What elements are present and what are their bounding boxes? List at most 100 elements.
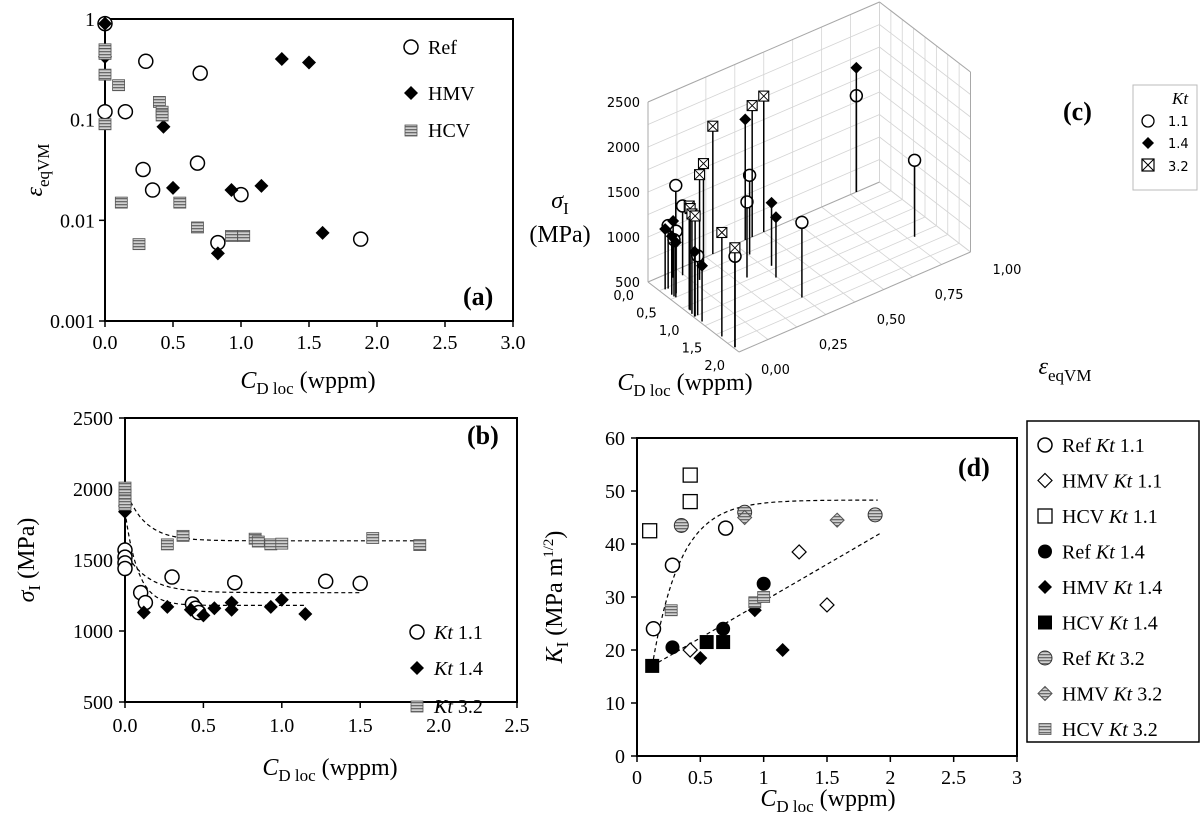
legend-label: Ref Kt 1.1: [1062, 435, 1145, 457]
x-axis-title: CD loc (wppm): [760, 786, 895, 814]
data-point: [315, 225, 330, 240]
marker-cross: [758, 90, 770, 102]
legend-label-part: 1.4: [1132, 577, 1162, 599]
grid-line: [879, 114, 971, 185]
data-point: [112, 79, 125, 92]
y-tick-label: 1,00: [993, 263, 1022, 278]
x-tick-label: 2.5: [941, 767, 966, 789]
data-point: [114, 196, 128, 209]
panel-c-chart: 500 1000 1500 2000 2500 0,00,51,01,52,0 0,00 0,…: [529, 1, 1198, 400]
y-tick-label: 10: [605, 693, 625, 715]
x-tick-label: 2,0: [704, 359, 725, 374]
z-tick-label: 2500: [607, 96, 640, 111]
grid-line: [705, 256, 798, 328]
marker-cross: [694, 169, 705, 180]
grid-line: [879, 24, 971, 95]
data-point: [251, 535, 265, 548]
panel-label: (b): [467, 421, 499, 450]
data-point: [1037, 508, 1053, 524]
data-point: [176, 529, 190, 542]
y-tick-label: 0.001: [50, 311, 95, 333]
data-point: [224, 602, 239, 617]
data-point: [366, 532, 380, 544]
y-tick-label: 2500: [73, 408, 113, 430]
legend: Kt 1.1 1.4 3.2: [1132, 84, 1198, 191]
marker-cross: [689, 210, 701, 222]
legend-label: Kt 1.4: [433, 658, 483, 680]
x-tick-label: 1.0: [269, 715, 294, 737]
data-point: [173, 196, 187, 209]
data-point: [645, 621, 662, 637]
axis-edge: [738, 251, 971, 353]
data-point: [1037, 685, 1053, 702]
marker-cross: [707, 120, 719, 132]
data-point: [210, 246, 225, 261]
fit-curve: [651, 499, 878, 667]
data-point: [775, 643, 790, 657]
data-point: [192, 65, 208, 81]
x-tick-label: 2.5: [433, 332, 458, 354]
y-axis-title: εeqVM: [22, 144, 53, 197]
data-point: [770, 211, 782, 224]
grid-line: [879, 136, 971, 208]
z-tick-label: 1000: [607, 231, 640, 246]
z-tick-label: 500: [615, 276, 640, 291]
y-tick-label: 0,25: [819, 338, 848, 353]
data-point: [224, 595, 239, 610]
data-point: [682, 467, 698, 483]
data-point: [907, 153, 922, 168]
data-point: [155, 109, 169, 122]
x-tick-label: 2.5: [505, 715, 530, 737]
grid-line: [879, 181, 971, 253]
data-point: [659, 223, 672, 235]
legend-label-part: 3.2: [1132, 684, 1162, 706]
y-tick-label: 30: [605, 587, 625, 609]
data-point: [850, 61, 863, 74]
x-tick-label: 0,0: [613, 289, 634, 304]
legend: Kt 1.1 Kt 1.4 Kt 3.2: [409, 622, 483, 718]
data-point: [196, 608, 211, 623]
panel-label: (a): [463, 282, 493, 311]
data-point: [736, 509, 753, 526]
x-tick-label: 1.0: [229, 332, 254, 354]
panel-label: (c): [1063, 97, 1092, 126]
data-point: [160, 538, 174, 551]
data-point: [152, 96, 166, 108]
axis-edge: [879, 1, 971, 73]
data-point: [237, 230, 251, 242]
axis-edge: [647, 1, 880, 103]
data-point: [225, 230, 238, 242]
y-axis-title: σI (MPa): [14, 518, 44, 603]
legend-label-part: Kt: [1108, 613, 1128, 635]
data-point: [673, 517, 689, 533]
y-tick-label: 1000: [73, 621, 113, 643]
legend-label-part: Kt: [1095, 648, 1115, 670]
legend-label-part: Ref: [1062, 648, 1096, 670]
legend-label-part: Kt: [1108, 719, 1128, 741]
data-point: [138, 53, 154, 70]
data-point: [233, 186, 249, 203]
data-point: [693, 650, 708, 665]
legend-label-part: 1.4: [1115, 542, 1145, 564]
legend-label: HCV Kt 1.1: [1062, 506, 1158, 528]
marker-cross: [746, 100, 758, 111]
data-point: [664, 557, 681, 573]
legend-title: Kt: [1171, 89, 1189, 108]
x-tick-label: 2.0: [365, 332, 390, 354]
y-tick-label: 0,50: [877, 313, 906, 328]
y-tick-label: 0,75: [935, 288, 964, 303]
grid-line: [879, 69, 971, 140]
legend-label-part: Kt: [1108, 506, 1128, 528]
data-point: [144, 182, 161, 198]
y-tick-label: 50: [605, 481, 625, 503]
data-point: [352, 575, 368, 592]
legend-label-part: 3.2: [1115, 648, 1145, 670]
data-point: [756, 576, 771, 591]
grid-line: [879, 91, 971, 163]
y-axis-title: KI (MPa m1/2): [541, 531, 572, 665]
legend-label: Kt 1.1: [433, 622, 483, 644]
legend-label: HCV: [428, 120, 471, 142]
legend-label: HMV Kt 1.4: [1062, 577, 1162, 599]
